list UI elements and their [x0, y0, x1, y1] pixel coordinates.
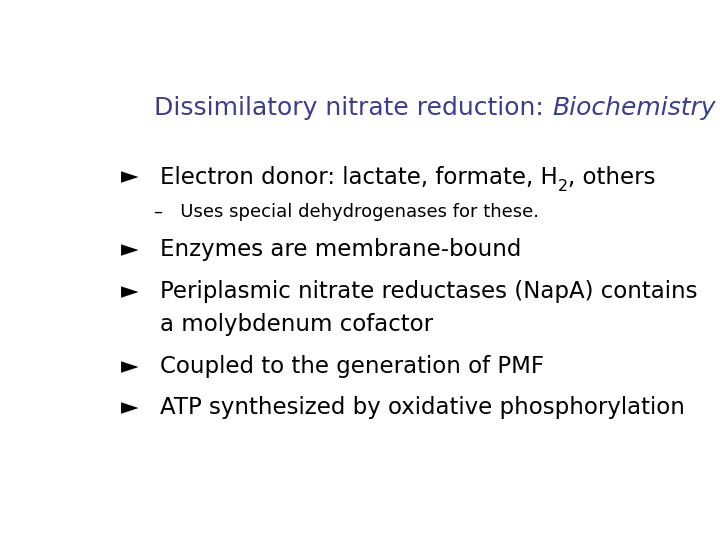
- Text: ►: ►: [121, 355, 138, 378]
- Text: Coupled to the generation of PMF: Coupled to the generation of PMF: [160, 355, 544, 378]
- Text: ATP synthesized by oxidative phosphorylation: ATP synthesized by oxidative phosphoryla…: [160, 396, 685, 420]
- Text: Dissimilatory nitrate reduction:: Dissimilatory nitrate reduction:: [154, 97, 552, 120]
- Text: a molybdenum cofactor: a molybdenum cofactor: [160, 313, 433, 336]
- Text: ►: ►: [121, 238, 138, 261]
- Text: –   Uses special dehydrogenases for these.: – Uses special dehydrogenases for these.: [154, 204, 539, 221]
- Text: Periplasmic nitrate reductases (NapA) contains: Periplasmic nitrate reductases (NapA) co…: [160, 280, 697, 303]
- Text: 2: 2: [557, 179, 567, 194]
- Text: Enzymes are membrane-bound: Enzymes are membrane-bound: [160, 238, 521, 261]
- Text: ►: ►: [121, 396, 138, 420]
- Text: ►: ►: [121, 166, 138, 188]
- Text: Biochemistry: Biochemistry: [552, 97, 716, 120]
- Text: Electron donor: lactate, formate, H: Electron donor: lactate, formate, H: [160, 166, 557, 188]
- Text: , others: , others: [567, 166, 655, 188]
- Text: ►: ►: [121, 280, 138, 303]
